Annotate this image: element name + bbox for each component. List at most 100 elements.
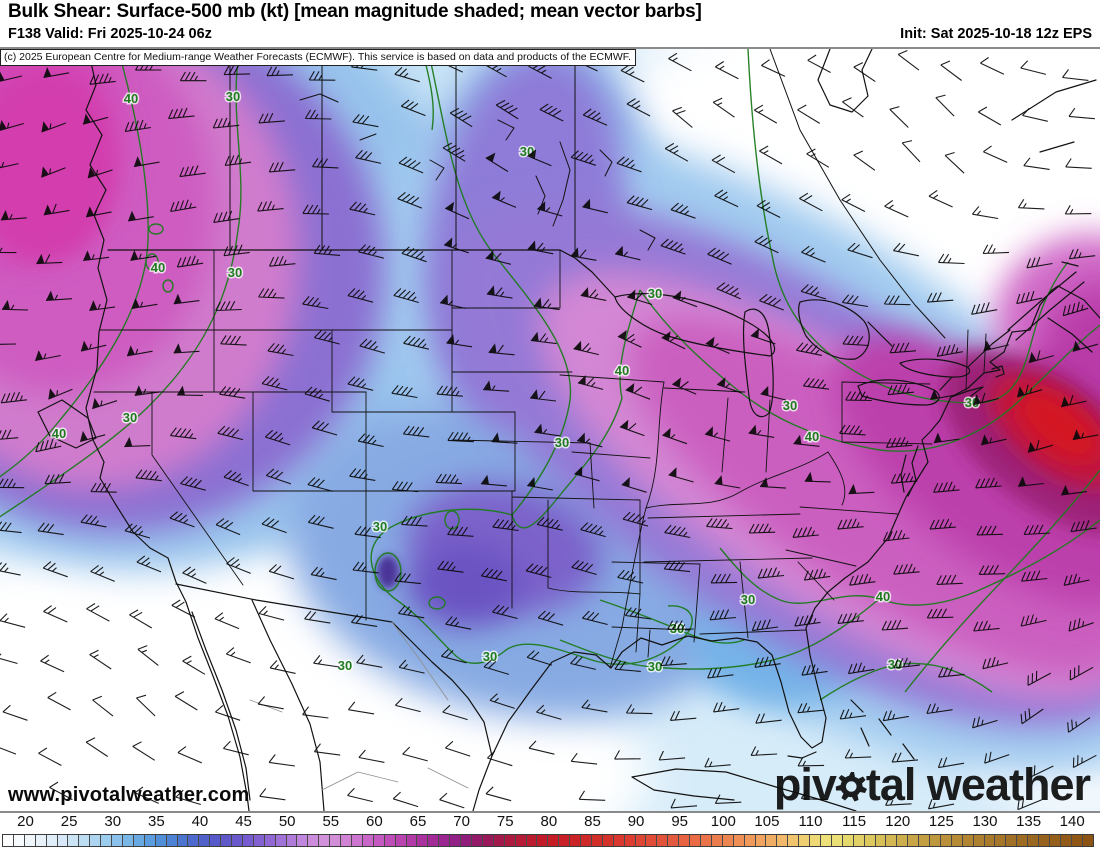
colorbar-tick: 30 [104,813,122,830]
map-canvas: 40 30 40 30 40 30 30 30 40 30 40 30 30 30 30 30 30 40 30 30… [0,47,1100,813]
colorbar-tick: 45 [235,813,252,830]
model-init-time: Init: Sat 2025-10-18 12z EPS [900,26,1092,42]
colorbar-cell [199,835,211,846]
colorbar-cell [701,835,712,846]
gear-icon [835,772,867,802]
colorbar-cell [471,835,483,846]
colorbar-cell [515,835,527,846]
colorbar-cell [788,835,800,846]
svg-text:40: 40 [124,91,138,106]
colorbar-cell [112,835,123,846]
colorbar-cell [864,835,876,846]
svg-text:30: 30 [741,592,755,607]
colorbar-cell [646,835,658,846]
page-title: Bulk Shear: Surface-500 mb (kt) [mean ma… [8,1,702,22]
colorbar-cell [362,835,374,846]
colorbar-tick: 75 [496,813,514,830]
colorbar-cell [766,835,778,846]
colorbar-tick: 70 [453,813,470,830]
colorbar-cell [1050,835,1061,846]
colorbar-cell [570,835,582,846]
svg-text:30: 30 [373,519,387,534]
colorbar-cell [155,835,167,846]
colorbar-cell [722,835,734,846]
svg-text:40: 40 [52,426,66,441]
colorbar-cell [46,835,58,846]
colorbar: 20 25 30 35 40 45 50 55 60 65 70 75 80 85 90 95 100 105 11… [0,813,1100,850]
colorbar-cell [319,835,331,846]
colorbar-cell [559,835,571,846]
colorbar-tick: 25 [60,813,78,830]
colorbar-cell [221,835,233,846]
svg-text:30: 30 [648,659,662,674]
svg-text:30: 30 [648,286,662,301]
colorbar-cell [744,835,756,846]
colorbar-tick: 115 [842,813,867,830]
colorbar-gradient [2,834,1094,847]
colorbar-cell [908,835,920,846]
colorbar-cell [951,835,963,846]
colorbar-tick: 50 [278,813,296,830]
colorbar-cell [842,835,854,846]
watermark-url: www.pivotalweather.com [8,784,250,806]
colorbar-cell [264,835,276,846]
svg-text:30: 30 [555,435,569,450]
colorbar-cell [668,835,680,846]
colorbar-cell [777,835,789,846]
colorbar-cell [919,835,931,846]
colorbar-cell [1017,835,1029,846]
colorbar-cell [166,835,178,846]
colorbar-tick: 95 [671,813,689,830]
map-header: Bulk Shear: Surface-500 mb (kt) [mean ma… [0,0,1100,47]
colorbar-cell [330,835,342,846]
colorbar-cell [122,835,134,846]
colorbar-cell [275,835,287,846]
colorbar-cell [995,835,1007,846]
state-borders [93,249,987,669]
colorbar-cell [1039,835,1050,846]
colorbar-cell [1028,835,1040,846]
colorbar-cell [973,835,985,846]
colorbar-cell [133,835,145,846]
colorbar-tick: 35 [147,813,165,830]
colorbar-cell [962,835,974,846]
svg-text:30: 30 [783,398,797,413]
colorbar-tick: 90 [627,813,645,830]
svg-text:40: 40 [151,260,165,275]
colorbar-cell [253,835,265,846]
wind-barbs-layer [0,49,1099,811]
colorbar-cell [1071,835,1083,846]
logo-text-tal: tal [865,759,917,810]
mexico-state-borders [249,621,469,791]
colorbar-cell [57,835,69,846]
colorbar-cell [930,835,941,846]
colorbar-cell [482,835,494,846]
colorbar-tick: 130 [972,813,998,830]
svg-text:30: 30 [226,89,240,104]
colorbar-cell [144,835,156,846]
colorbar-cell [1006,835,1018,846]
colorbar-cell [810,835,821,846]
colorbar-cell [897,835,909,846]
colorbar-cell [711,835,723,846]
colorbar-tick: 55 [322,813,340,830]
colorbar-tick: 40 [191,813,209,830]
colorbar-cell [602,835,614,846]
ecmwf-copyright-notice: (c) 2025 European Centre for Medium-rang… [0,49,636,66]
colorbar-tick: 135 [1016,813,1042,830]
colorbar-cell [755,835,767,846]
colorbar-cell [537,835,549,846]
svg-text:30: 30 [670,621,684,636]
colorbar-tick: 100 [710,813,736,830]
colorbar-cell [493,835,505,846]
colorbar-cell [635,835,647,846]
colorbar-cell [1060,835,1072,846]
colorbar-cell [417,835,429,846]
colorbar-cell [733,835,745,846]
svg-text:30: 30 [228,265,242,280]
svg-text:40: 40 [615,363,629,378]
colorbar-cell [831,835,843,846]
